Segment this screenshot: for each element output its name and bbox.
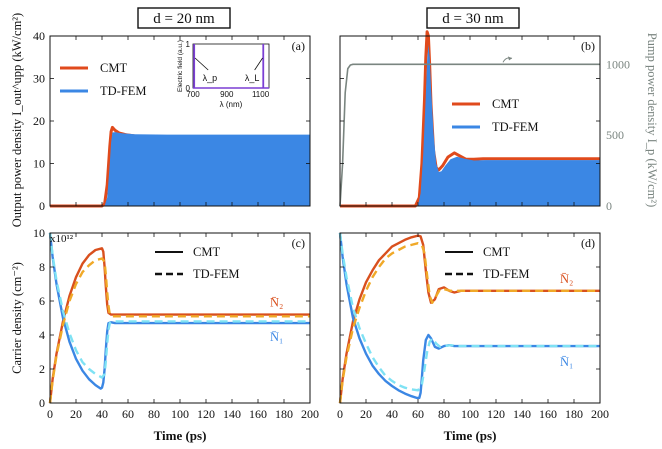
series-line-n2-cmt-3 — [338, 234, 600, 404]
header-box-left — [137, 7, 231, 29]
inset-x-tick: 700 — [186, 90, 200, 99]
x-tick-label: 20 — [70, 407, 82, 421]
x-tick-label: 40 — [386, 407, 398, 421]
x-tick-label: 60 — [412, 407, 424, 421]
x-tick-label: 40 — [96, 407, 108, 421]
x-tick-label: 200 — [301, 407, 319, 421]
x-tick-label: 180 — [565, 407, 583, 421]
series-line-n1-td-fem-3 — [338, 232, 600, 392]
y-tick-label: 2 — [39, 362, 45, 376]
panel-tag-2: (c) — [292, 236, 305, 250]
legend-label-cmt: CMT — [193, 245, 220, 259]
y-tick-label: 0 — [39, 396, 45, 410]
y2-tick-label: 500 — [606, 128, 624, 142]
y-tick-label: 4 — [39, 328, 45, 342]
label-n2: N̄₂ — [270, 296, 283, 310]
series-line-n2-td-fem-2 — [48, 257, 310, 404]
x-tick-label: 140 — [223, 407, 241, 421]
pump-arrow-head — [508, 56, 512, 61]
y-tick-label: 20 — [33, 114, 45, 128]
header-left: d = 20 nm — [153, 11, 215, 27]
panel-c: 0 20 40 60 80 100 120 140 160 180 200 0 2 4 6 8 10 (c) CMT… — [33, 226, 319, 421]
x-tick-label: 80 — [438, 407, 450, 421]
legend-label-cmt: CMT — [492, 97, 519, 111]
inset-xlabel: λ (nm) — [220, 100, 243, 109]
panel-tag-3: (d) — [581, 236, 595, 250]
x-tick-label: 80 — [148, 407, 160, 421]
y-tick-label: 40 — [33, 29, 45, 43]
x-tick-label: 120 — [487, 407, 505, 421]
legend-label-tdfem: TD-FEM — [483, 267, 530, 281]
legend-label-cmt: CMT — [483, 245, 510, 259]
y-tick-label: 30 — [33, 72, 45, 86]
series-line-n1-td-fem-2 — [48, 232, 310, 379]
y-tick-label: 8 — [39, 260, 45, 274]
label-n1: N̄₁ — [560, 355, 573, 369]
y2-tick-label: 1000 — [606, 57, 630, 71]
panel-a: 0 10 20 30 40 (a) CMT TD-FEM 700 900 1100 0 1 λ (nm) E… — [33, 29, 311, 213]
series-tdfem-fill-1 — [340, 44, 600, 206]
y-tick-label: 0 — [39, 199, 45, 213]
x-tick-label: 160 — [249, 407, 267, 421]
inset-x-tick: 900 — [220, 90, 234, 99]
x-tick-label: 120 — [197, 407, 215, 421]
inset-lasing-label: λ_L — [245, 73, 260, 83]
x-tick-label: 160 — [539, 407, 557, 421]
panel-d: 0 20 40 60 80 100 120 140 160 180 200 (d) CMT TD-FEM N… — [337, 232, 609, 421]
x-tick-label: 180 — [275, 407, 293, 421]
x-tick-label: 0 — [337, 407, 343, 421]
y-exponent-label: x10¹² — [50, 233, 74, 245]
inset-arrow-pump — [194, 57, 209, 71]
header-box-right — [426, 7, 520, 29]
x-tick-label: 200 — [591, 407, 609, 421]
x-label-left: Time (ps) — [154, 428, 207, 443]
y-tick-label: 10 — [33, 157, 45, 171]
panel-tag-1: (b) — [581, 39, 595, 53]
label-n1: N̄₁ — [270, 330, 283, 344]
inset-arrow-lasing — [254, 57, 263, 71]
x-tick-label: 140 — [513, 407, 531, 421]
y-label-top: Output power density I_out^upp (kW/cm²) — [10, 13, 24, 227]
legend-label-tdfem: TD-FEM — [193, 267, 240, 281]
inset-x-tick: 1100 — [252, 90, 270, 99]
x-tick-label: 100 — [171, 407, 189, 421]
y-tick-label: 6 — [39, 294, 45, 308]
y2-tick-label: 0 — [606, 199, 612, 213]
series-tdfem-fill-0 — [50, 132, 310, 206]
x-tick-label: 0 — [47, 407, 53, 421]
series-line-n2-td-fem-3 — [338, 241, 600, 404]
legend-label-cmt: CMT — [100, 61, 127, 75]
y-tick-label: 10 — [33, 226, 45, 240]
y-label-bottom: Carrier density (cm⁻²) — [10, 262, 24, 374]
panel-tag-0: (a) — [292, 39, 305, 53]
x-tick-label: 60 — [122, 407, 134, 421]
inset-pump-label: λ_p — [203, 73, 218, 83]
series-line-n1-cmt-2 — [48, 232, 310, 390]
series-line-n1-cmt-3 — [338, 232, 600, 400]
x-tick-label: 100 — [461, 407, 479, 421]
inset-y-tick: 0 — [186, 84, 191, 93]
legend-label-tdfem: TD-FEM — [492, 120, 539, 134]
panel-b: 0 500 1000 (b) CMT TD-FEM — [339, 30, 630, 213]
inset-y-tick: 1 — [186, 40, 191, 49]
label-n2: N̄₂ — [560, 272, 573, 286]
inset-frame — [192, 43, 270, 89]
header-right: d = 30 nm — [442, 11, 504, 27]
x-tick-label: 20 — [360, 407, 372, 421]
inset-ylabel: Electric field (a.u.) — [177, 40, 184, 92]
x-label-right: Time (ps) — [444, 428, 497, 443]
legend-label-tdfem: TD-FEM — [100, 84, 147, 98]
y2-label-right: Pump power density I_p (kW/cm²) — [645, 33, 659, 208]
